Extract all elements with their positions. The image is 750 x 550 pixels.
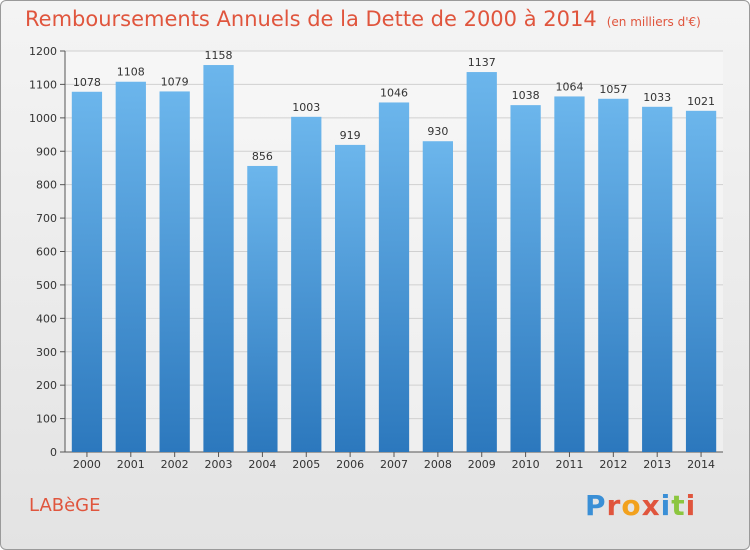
data-label: 1108 — [117, 66, 145, 79]
data-label: 930 — [427, 125, 448, 138]
bar — [510, 105, 541, 452]
x-tick-label: 2004 — [248, 458, 276, 471]
logo-letter: x — [641, 489, 661, 522]
x-tick-label: 2012 — [599, 458, 627, 471]
y-tick-label: 700 — [36, 212, 57, 225]
data-label: 1033 — [643, 91, 671, 104]
y-tick-label: 1100 — [29, 78, 57, 91]
x-tick-label: 2005 — [292, 458, 320, 471]
bar — [291, 116, 322, 452]
data-label: 1021 — [687, 95, 715, 108]
bar — [71, 91, 103, 452]
logo-letter: P — [585, 489, 607, 522]
x-tick-label: 2002 — [161, 458, 189, 471]
bar — [378, 102, 410, 452]
data-label: 919 — [340, 129, 361, 142]
data-label: 1038 — [512, 89, 540, 102]
logo-letter: i — [660, 489, 672, 522]
bar — [115, 81, 146, 452]
x-tick-label: 2007 — [380, 458, 408, 471]
bar — [554, 96, 585, 453]
x-tick-label: 2009 — [468, 458, 496, 471]
y-tick-label: 1000 — [29, 112, 57, 125]
chart-title-block: Remboursements Annuels de la Dette de 20… — [25, 7, 701, 31]
logo-letter: r — [606, 489, 622, 522]
y-tick-label: 300 — [36, 346, 57, 359]
x-tick-label: 2000 — [73, 458, 101, 471]
data-label: 1078 — [73, 76, 101, 89]
proxiti-logo: Proxiti — [585, 489, 696, 522]
bar — [685, 110, 717, 453]
x-tick-label: 2014 — [687, 458, 715, 471]
x-tick-label: 2006 — [336, 458, 364, 471]
data-label: 1064 — [555, 80, 583, 93]
y-tick-label: 0 — [50, 446, 57, 459]
chart-title: Remboursements Annuels de la Dette de 20… — [25, 7, 597, 31]
x-tick-label: 2013 — [643, 458, 671, 471]
x-tick-label: 2001 — [117, 458, 145, 471]
commune-name: LABèGE — [29, 495, 101, 516]
data-label: 1003 — [292, 101, 320, 114]
bar — [598, 98, 629, 453]
x-tick-label: 2003 — [205, 458, 233, 471]
y-tick-label: 200 — [36, 379, 57, 392]
y-tick-label: 400 — [36, 312, 57, 325]
logo-letter: o — [621, 489, 642, 522]
bar — [422, 141, 454, 452]
y-tick-label: 900 — [36, 145, 57, 158]
y-tick-label: 1200 — [29, 45, 57, 58]
data-label: 1137 — [468, 56, 496, 69]
y-tick-label: 100 — [36, 413, 57, 426]
bar — [203, 65, 234, 452]
data-label: 1079 — [161, 75, 189, 88]
data-label: 1046 — [380, 86, 408, 99]
x-tick-label: 2011 — [555, 458, 583, 471]
unit-note: (en milliers d'€) — [606, 15, 701, 29]
data-label: 856 — [252, 150, 273, 163]
x-tick-label: 2008 — [424, 458, 452, 471]
bar — [247, 165, 278, 452]
logo-letter: t — [671, 489, 686, 522]
logo-letter: i — [685, 489, 697, 522]
bar — [159, 91, 190, 452]
x-tick-label: 2010 — [512, 458, 540, 471]
data-label: 1158 — [205, 49, 233, 62]
bar — [466, 72, 497, 453]
bar — [334, 144, 366, 453]
y-tick-label: 600 — [36, 246, 57, 259]
bar — [642, 106, 673, 452]
y-tick-label: 500 — [36, 279, 57, 292]
y-tick-label: 800 — [36, 179, 57, 192]
data-label: 1057 — [599, 83, 627, 96]
